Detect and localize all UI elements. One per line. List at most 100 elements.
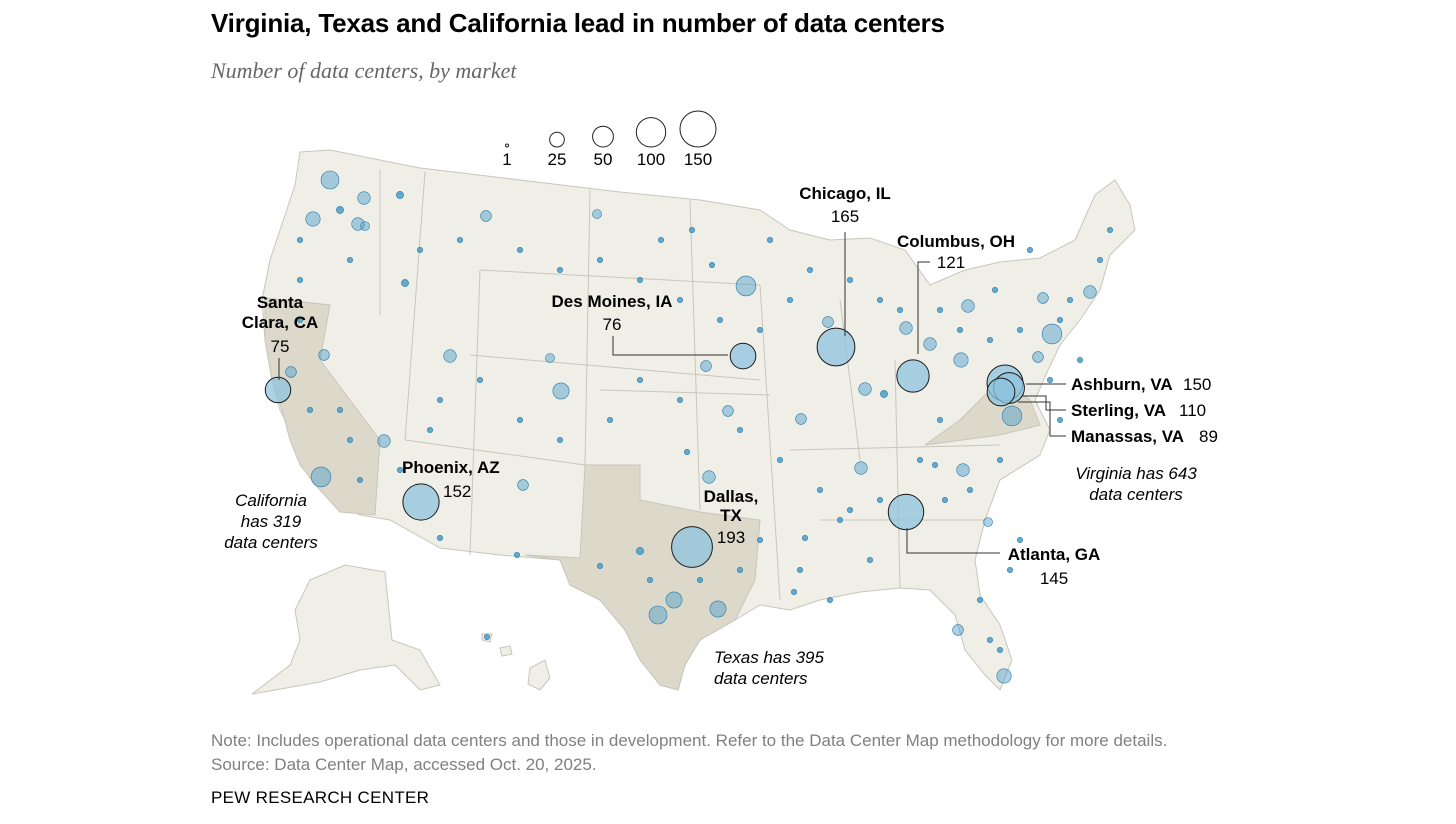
small-market-dot bbox=[646, 576, 653, 583]
small-market-dot bbox=[1032, 351, 1044, 363]
small-market-dot bbox=[996, 646, 1003, 653]
small-market-dot bbox=[556, 266, 563, 273]
small-market-dot bbox=[976, 596, 983, 603]
legend-label-100: 100 bbox=[637, 150, 665, 169]
note-virginia-line2: data centers bbox=[1089, 485, 1183, 504]
small-market-dot bbox=[483, 633, 490, 640]
small-market-dot bbox=[822, 316, 834, 328]
small-market-dot bbox=[516, 247, 523, 254]
small-market-dot bbox=[986, 636, 993, 643]
small-market-dot bbox=[983, 517, 993, 527]
legend-circle-100 bbox=[635, 117, 667, 148]
small-market-dot bbox=[756, 536, 763, 543]
small-market-dot bbox=[801, 534, 808, 541]
small-market-dot bbox=[966, 486, 973, 493]
small-market-dot bbox=[516, 416, 523, 423]
small-market-dot bbox=[545, 353, 555, 363]
label-des-moines-value: 76 bbox=[603, 315, 622, 334]
small-market-dot bbox=[736, 426, 743, 433]
small-market-dot bbox=[1006, 566, 1013, 573]
small-market-dot bbox=[556, 436, 563, 443]
small-market-dot bbox=[880, 390, 888, 398]
label-sterling-value: 110 bbox=[1179, 401, 1206, 420]
small-market-dot bbox=[961, 299, 975, 313]
label-santa-clara-line1: Santa bbox=[257, 293, 304, 312]
legend-circle-25 bbox=[549, 131, 565, 148]
label-phoenix: Phoenix, AZ bbox=[402, 458, 500, 477]
market-bubble-dallas-tx bbox=[671, 526, 713, 568]
size-legend: 1 25 50 100 150 bbox=[502, 110, 717, 169]
texas-shape bbox=[524, 464, 761, 691]
label-dallas-line1: Dallas, bbox=[704, 487, 759, 506]
small-market-dot bbox=[606, 416, 613, 423]
label-chicago-value: 165 bbox=[831, 207, 859, 226]
small-market-dot bbox=[456, 237, 463, 244]
small-market-dot bbox=[996, 668, 1012, 684]
label-ashburn-value: 150 bbox=[1183, 375, 1211, 394]
alaska-shape bbox=[251, 564, 441, 695]
small-market-dot bbox=[676, 296, 683, 303]
label-chicago: Chicago, IL bbox=[799, 184, 891, 203]
small-market-dot bbox=[709, 600, 727, 618]
small-market-dot bbox=[899, 321, 913, 335]
small-market-dot bbox=[346, 256, 353, 263]
small-market-dot bbox=[716, 316, 723, 323]
small-market-dot bbox=[306, 406, 313, 413]
small-market-dot bbox=[436, 396, 443, 403]
label-manassas-value: 89 bbox=[1199, 427, 1218, 446]
label-columbus-value: 121 bbox=[937, 253, 965, 272]
small-market-dot bbox=[636, 276, 643, 283]
market-bubble-chicago-il bbox=[816, 327, 856, 367]
small-market-dot bbox=[377, 434, 391, 448]
market-bubble-des-moines-ia bbox=[729, 342, 757, 370]
small-market-dot bbox=[854, 461, 868, 475]
small-market-dot bbox=[513, 551, 520, 558]
small-market-dot bbox=[936, 416, 943, 423]
small-market-dot bbox=[356, 476, 363, 483]
small-market-dot bbox=[846, 506, 853, 513]
small-market-dot bbox=[1077, 356, 1084, 363]
small-market-dot bbox=[936, 306, 943, 313]
legend-label-1: 1 bbox=[502, 150, 511, 169]
legend-label-50: 50 bbox=[594, 150, 613, 169]
small-market-dot bbox=[696, 576, 703, 583]
small-market-dot bbox=[285, 366, 297, 378]
small-market-dot bbox=[416, 247, 423, 254]
small-market-dot bbox=[931, 461, 938, 468]
small-market-dot bbox=[480, 210, 492, 222]
small-market-dot bbox=[688, 227, 695, 234]
small-market-dot bbox=[401, 279, 409, 287]
small-market-dot bbox=[436, 534, 443, 541]
note-text: Note: Includes operational data centers … bbox=[211, 731, 1168, 750]
small-market-dot bbox=[956, 326, 963, 333]
small-market-dot bbox=[858, 382, 872, 396]
market-bubble-phoenix-az bbox=[402, 483, 440, 521]
small-market-dot bbox=[953, 352, 969, 368]
small-markets-layer bbox=[285, 170, 1114, 684]
legend-label-150: 150 bbox=[684, 150, 712, 169]
label-ashburn: Ashburn, VA bbox=[1071, 375, 1173, 394]
small-market-dot bbox=[986, 336, 993, 343]
small-market-dot bbox=[396, 191, 404, 199]
small-market-dot bbox=[923, 337, 937, 351]
small-market-dot bbox=[1016, 326, 1023, 333]
small-market-dot bbox=[941, 496, 948, 503]
small-market-dot bbox=[336, 406, 343, 413]
us-land bbox=[261, 149, 1136, 691]
small-market-dot bbox=[806, 266, 813, 273]
small-market-dot bbox=[916, 456, 923, 463]
small-market-dot bbox=[952, 624, 964, 636]
label-sterling: Sterling, VA bbox=[1071, 401, 1166, 420]
small-market-dot bbox=[866, 556, 873, 563]
small-market-dot bbox=[1107, 227, 1114, 234]
small-market-dot bbox=[846, 276, 853, 283]
small-market-dot bbox=[991, 286, 998, 293]
small-market-dot bbox=[1041, 323, 1063, 345]
label-des-moines: Des Moines, IA bbox=[552, 292, 673, 311]
small-market-dot bbox=[676, 396, 683, 403]
small-market-dot bbox=[443, 349, 457, 363]
small-market-dot bbox=[876, 296, 883, 303]
small-market-dot bbox=[786, 296, 793, 303]
small-market-dot bbox=[722, 405, 734, 417]
footnote: Note: Includes operational data centers … bbox=[211, 729, 1167, 777]
